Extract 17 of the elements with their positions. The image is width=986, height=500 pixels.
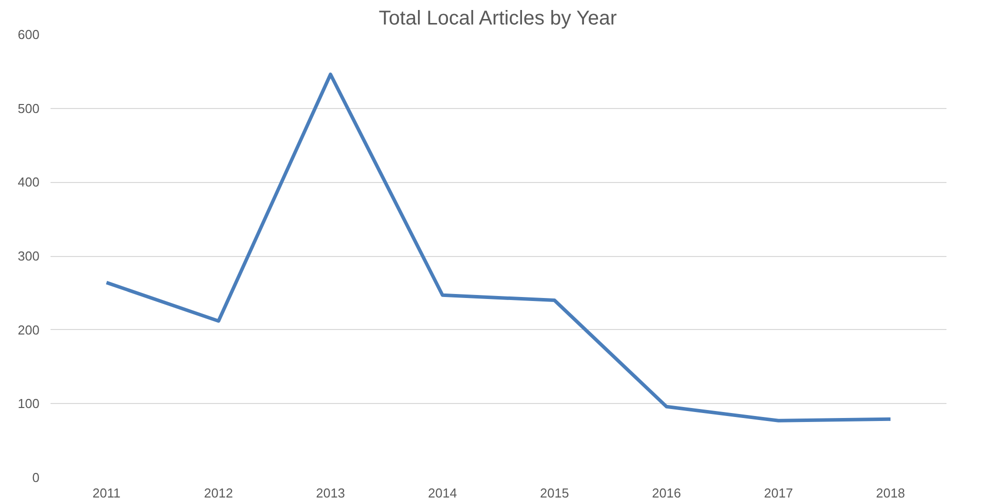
x-tick-label: 2017 bbox=[764, 486, 793, 500]
y-tick-label: 500 bbox=[18, 100, 40, 116]
y-tick-label: 400 bbox=[18, 174, 40, 190]
x-tick-label: 2018 bbox=[876, 486, 905, 500]
x-tick-label: 2015 bbox=[540, 486, 569, 500]
line-series bbox=[104, 72, 892, 422]
y-tick-label: 0 bbox=[32, 470, 40, 485]
y-tick-label: 300 bbox=[18, 248, 40, 264]
y-tick-label: 600 bbox=[18, 27, 40, 42]
x-tick-label: 2014 bbox=[428, 486, 457, 500]
x-tick-label: 2012 bbox=[204, 486, 233, 500]
x-tick-label: 2016 bbox=[652, 486, 681, 500]
y-tick-label: 100 bbox=[18, 396, 40, 412]
x-tick-label: 2011 bbox=[92, 486, 120, 500]
y-tick-label: 200 bbox=[18, 322, 40, 338]
x-tick-label: 2013 bbox=[316, 486, 345, 500]
chart-title: Total Local Articles by Year bbox=[378, 8, 618, 30]
